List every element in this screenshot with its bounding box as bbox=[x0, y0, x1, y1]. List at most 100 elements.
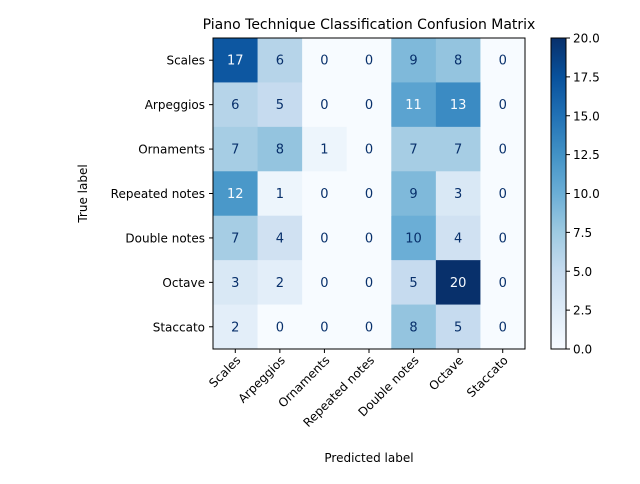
cell-value-label: 0 bbox=[365, 231, 373, 246]
y-tick-label: Ornaments bbox=[138, 143, 205, 157]
heatmap-cell bbox=[435, 38, 481, 83]
heatmap-cell bbox=[435, 260, 481, 306]
heatmap-cell bbox=[213, 126, 259, 172]
heatmap-cell bbox=[302, 260, 348, 306]
heatmap-cell bbox=[257, 126, 303, 172]
cell-value-label: 0 bbox=[365, 98, 373, 113]
cell-value-label: 0 bbox=[365, 187, 373, 202]
heatmap-cell bbox=[302, 126, 348, 172]
heatmap-cell bbox=[391, 215, 437, 261]
heatmap-cell bbox=[480, 304, 526, 350]
y-tick-label: Staccato bbox=[153, 320, 205, 334]
heatmap-cell bbox=[257, 304, 303, 350]
x-axis-label: Predicted label bbox=[324, 451, 413, 465]
cell-value-label: 4 bbox=[454, 231, 462, 246]
cell-value-label: 17 bbox=[227, 54, 244, 69]
cell-value-label: 0 bbox=[365, 276, 373, 291]
cell-value-label: 0 bbox=[499, 98, 507, 113]
heatmap-cell bbox=[257, 171, 303, 217]
heatmap-cell bbox=[302, 215, 348, 261]
heatmap-cell bbox=[435, 171, 481, 217]
cell-value-label: 0 bbox=[320, 54, 328, 69]
heatmap-cell bbox=[391, 260, 437, 306]
cell-value-label: 12 bbox=[227, 187, 244, 202]
cell-value-label: 4 bbox=[276, 231, 284, 246]
heatmap-cell bbox=[346, 304, 392, 350]
heatmap-cell bbox=[302, 82, 348, 128]
heatmap-cell bbox=[391, 82, 437, 128]
colorbar-ticks: 0.0 2.5 5.0 7.5 10.0 12.5 15.0 17.5 20.0 bbox=[566, 32, 600, 357]
cell-value-label: 5 bbox=[409, 276, 417, 291]
y-tick-label: Arpeggios bbox=[145, 98, 205, 112]
heatmap-cell bbox=[257, 215, 303, 261]
heatmap-cell bbox=[480, 215, 526, 261]
y-axis-ticks: Scales Arpeggios Ornaments Repeated notes Do… bbox=[111, 54, 213, 334]
cell-value-label: 1 bbox=[320, 143, 328, 158]
heatmap-cell bbox=[346, 38, 392, 83]
cell-value-label: 7 bbox=[409, 143, 417, 158]
heatmap-cell bbox=[346, 171, 392, 217]
cell-value-label: 0 bbox=[499, 143, 507, 158]
heatmap-cell bbox=[213, 38, 259, 83]
cell-value-label: 2 bbox=[231, 320, 239, 335]
cell-value-label: 0 bbox=[320, 187, 328, 202]
heatmap-cell bbox=[257, 82, 303, 128]
cell-value-label: 0 bbox=[365, 54, 373, 69]
cell-value-label: 5 bbox=[276, 98, 284, 113]
cell-value-label: 7 bbox=[231, 143, 239, 158]
colorbar-tick-label: 17.5 bbox=[573, 70, 600, 84]
colorbar-tick-label: 20.0 bbox=[573, 32, 600, 46]
heatmap-cell bbox=[257, 38, 303, 83]
cell-value-label: 3 bbox=[454, 187, 462, 202]
heatmap-cell bbox=[480, 126, 526, 172]
cell-value-label: 3 bbox=[231, 276, 239, 291]
cell-value-label: 20 bbox=[450, 276, 467, 291]
cell-value-label: 0 bbox=[499, 320, 507, 335]
colorbar-tick-label: 0.0 bbox=[573, 343, 592, 357]
heatmap-cell bbox=[391, 38, 437, 83]
heatmap-cell bbox=[435, 126, 481, 172]
chart-title: Piano Technique Classification Confusion… bbox=[203, 17, 536, 33]
cell-value-label: 0 bbox=[499, 187, 507, 202]
x-tick-label: Staccato bbox=[464, 353, 511, 400]
heatmap-cell bbox=[435, 82, 481, 128]
heatmap-cell bbox=[346, 126, 392, 172]
heatmap-cell bbox=[480, 260, 526, 306]
heatmap-cell bbox=[391, 171, 437, 217]
cell-value-label: 0 bbox=[499, 54, 507, 69]
heatmap-cell bbox=[302, 304, 348, 350]
heatmap-cell bbox=[480, 38, 526, 83]
cell-value-label: 0 bbox=[320, 320, 328, 335]
colorbar-tick-label: 7.5 bbox=[573, 226, 592, 240]
colorbar-tick-label: 2.5 bbox=[573, 304, 592, 318]
cell-value-label: 0 bbox=[276, 320, 284, 335]
heatmap-cell bbox=[213, 215, 259, 261]
colorbar-tick-label: 15.0 bbox=[573, 109, 600, 123]
cell-value-label: 7 bbox=[454, 143, 462, 158]
cell-value-label: 9 bbox=[409, 187, 417, 202]
cell-value-label: 8 bbox=[409, 320, 417, 335]
heatmap-cell bbox=[480, 82, 526, 128]
y-axis-label: True label bbox=[76, 164, 90, 223]
cell-value-label: 0 bbox=[365, 143, 373, 158]
heatmap-cell bbox=[435, 215, 481, 261]
heatmap-cell bbox=[391, 304, 437, 350]
heatmap-cell bbox=[213, 304, 259, 350]
colorbar-tick-label: 5.0 bbox=[573, 265, 592, 279]
heatmap-cell bbox=[346, 260, 392, 306]
y-tick-label: Double notes bbox=[125, 231, 205, 245]
cell-value-label: 8 bbox=[454, 54, 462, 69]
y-tick-label: Octave bbox=[162, 276, 205, 290]
cell-value-label: 11 bbox=[405, 98, 422, 113]
cell-value-label: 6 bbox=[276, 54, 284, 69]
x-tick-label: Scales bbox=[206, 353, 243, 390]
heatmap-cell bbox=[391, 126, 437, 172]
cell-value-label: 13 bbox=[450, 98, 467, 113]
cell-value-label: 8 bbox=[276, 143, 284, 158]
x-tick-label: Octave bbox=[426, 353, 466, 393]
heatmap-cell bbox=[435, 304, 481, 350]
cell-value-label: 0 bbox=[320, 276, 328, 291]
heatmap-cell-labels: 17 6 0 0 9 8 06 5 0 0 11 13 07 8 1 0 7 7 012 1 0 0 9 3 07 4 0 0 10 4 0… bbox=[227, 54, 507, 336]
